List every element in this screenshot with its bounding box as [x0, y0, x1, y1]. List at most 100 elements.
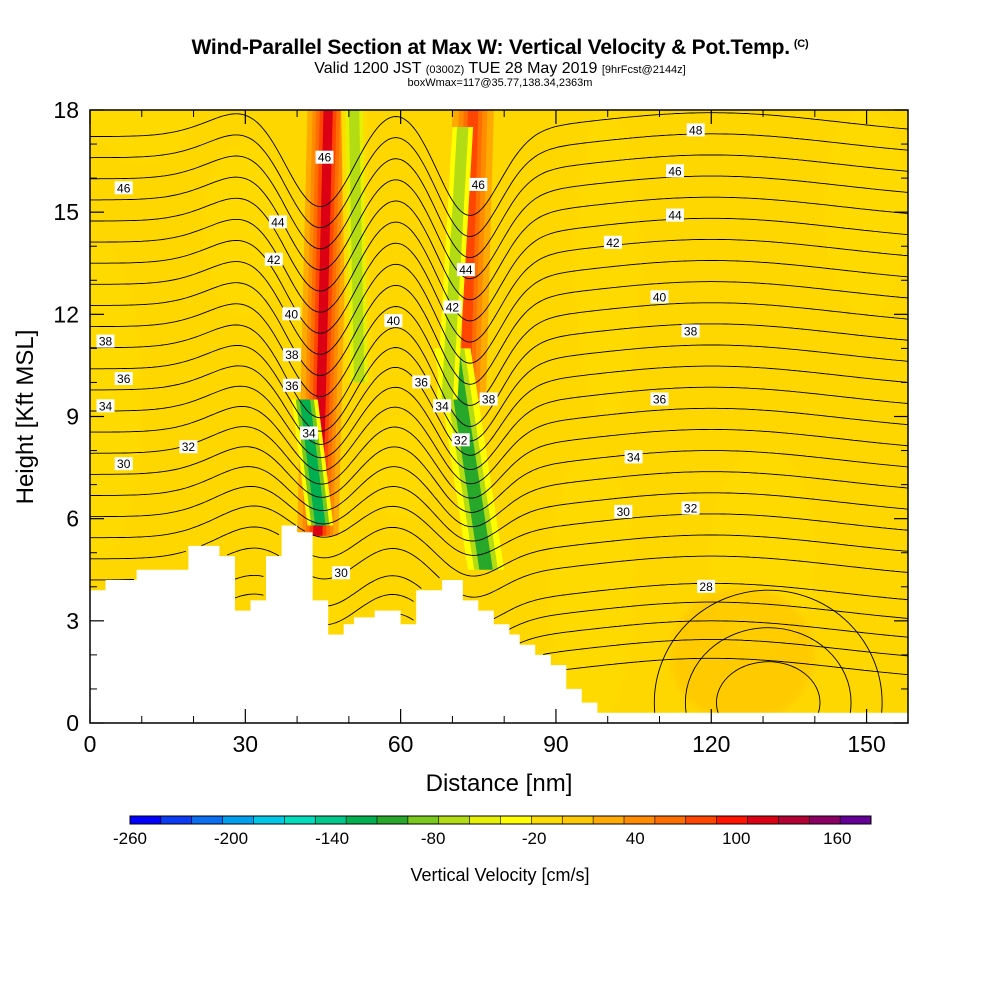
y-tick-label: 3	[66, 608, 79, 634]
isentrope-line	[90, 405, 908, 485]
contour-label-text: 34	[435, 399, 449, 413]
isentrope-line	[566, 657, 908, 676]
colorbar-swatch	[191, 816, 224, 824]
isentrope-line	[90, 281, 908, 385]
contour-label: 46	[114, 181, 133, 195]
contour-label: 32	[681, 501, 700, 516]
chart-subtitle-2: boxWmax=117@35.77,138.34,2363m	[407, 77, 593, 89]
contour-label-bg	[650, 290, 669, 304]
isentrope-line	[90, 426, 908, 499]
contour-label-text: 44	[459, 263, 473, 277]
copyright-mark: (C)	[793, 38, 809, 50]
contour-label: 34	[624, 450, 643, 464]
contour-label: 36	[412, 375, 431, 389]
contour-label: 48	[686, 123, 705, 137]
contour-label-bg	[264, 252, 283, 266]
colorbar-swatch	[685, 816, 718, 824]
contour-label: 44	[456, 263, 475, 277]
contour-label: 34	[300, 426, 318, 441]
y-tick-label: 18	[53, 97, 79, 123]
contour-label-text: 30	[334, 566, 348, 580]
x-tick-label: 0	[84, 731, 97, 757]
colorbar-swatch	[253, 816, 285, 824]
contour-label-bg	[443, 300, 462, 314]
contour-label-text: 44	[271, 215, 285, 229]
contour-label-bg	[114, 181, 133, 195]
colorbar-swatch	[654, 816, 687, 824]
colorbar-swatch	[438, 816, 471, 824]
contour-label-text: 46	[318, 151, 332, 165]
x-tick-label: 150	[847, 731, 885, 757]
colorbar-swatch	[747, 816, 779, 824]
velocity-patch	[90, 246, 142, 553]
contour-label: 32	[179, 440, 198, 454]
colorbar-swatch	[130, 816, 162, 824]
contour-label-bg	[666, 208, 684, 222]
contour-label-text: 40	[387, 314, 401, 328]
contour-label-text: 38	[482, 393, 496, 407]
contour-label-bg	[433, 399, 452, 413]
y-tick-label: 0	[66, 710, 79, 736]
contour-label-bg	[650, 392, 669, 406]
contour-label: 40	[282, 307, 301, 321]
contour-label-bg	[614, 504, 633, 518]
isentrope-line	[90, 547, 908, 598]
y-tick-label: 9	[66, 404, 79, 430]
colorbar-swatch	[377, 816, 409, 824]
chart-titles: Wind-Parallel Section at Max W: Vertical…	[0, 0, 1000, 100]
colorbar-swatch	[809, 816, 841, 824]
contour-label: 46	[469, 177, 488, 192]
x-tick-label: 120	[692, 731, 730, 757]
contour-label-bg	[332, 566, 351, 580]
contour-label-bg	[96, 334, 115, 348]
y-axis-title: Height [Kft MSL]	[12, 330, 39, 505]
colorbar-swatch	[222, 816, 254, 824]
contour-label: 44	[268, 215, 287, 229]
contour-label-bg	[300, 426, 318, 440]
contour-label-text: 40	[285, 307, 299, 321]
velocity-patch	[550, 450, 634, 723]
contour-label: 28	[697, 579, 716, 594]
isentrope-line	[90, 385, 908, 471]
chart-subtitle: Valid 1200 JST (0300Z) TUE 28 May 2019 […	[314, 60, 686, 77]
colorbar-swatch	[778, 816, 810, 824]
downdraft-band	[441, 127, 469, 400]
contour-label-bg	[681, 501, 700, 515]
contour-label: 30	[114, 457, 133, 471]
contour-label-text: 38	[285, 348, 299, 362]
contour-label-text: 38	[99, 335, 113, 349]
chart-title: Wind-Parallel Section at Max W: Vertical…	[191, 36, 809, 59]
velocity-patch	[576, 110, 639, 417]
isentrope-line	[90, 154, 908, 259]
contour-label: 30	[614, 504, 633, 519]
isentrope-line	[90, 238, 908, 343]
colorbar-tick-label: 40	[626, 829, 645, 848]
contour-label: 30	[332, 566, 351, 580]
colorbar-swatch	[469, 816, 501, 824]
contour-label: 38	[96, 334, 115, 349]
contour-label: 34	[96, 399, 115, 413]
contour-label: 42	[264, 252, 283, 267]
isentrope-line	[90, 217, 908, 322]
contour-label-text: 36	[653, 393, 667, 407]
contour-label-bg	[179, 440, 198, 454]
contour-label-bg	[686, 123, 705, 137]
contour-label: 42	[603, 235, 622, 250]
isentrope-line	[90, 526, 908, 577]
velocity-patch	[669, 586, 815, 723]
isentrope-line	[90, 485, 908, 542]
isentrope-line	[90, 260, 908, 364]
contour-label-bg	[456, 263, 475, 277]
contour-label-text: 46	[472, 178, 486, 192]
isentrope-line	[90, 365, 908, 456]
colorbar-swatch	[346, 816, 378, 824]
contour-label-bg	[469, 177, 488, 191]
contour-label-text: 36	[415, 375, 429, 389]
colorbar-swatch	[531, 816, 563, 824]
contour-label-text: 34	[302, 427, 316, 441]
contour-label: 36	[114, 372, 133, 386]
isentrope-line	[90, 344, 908, 442]
colorbar-tick-label: 100	[722, 829, 750, 848]
contour-label-text: 38	[684, 324, 698, 338]
contour-label: 46	[666, 164, 684, 178]
